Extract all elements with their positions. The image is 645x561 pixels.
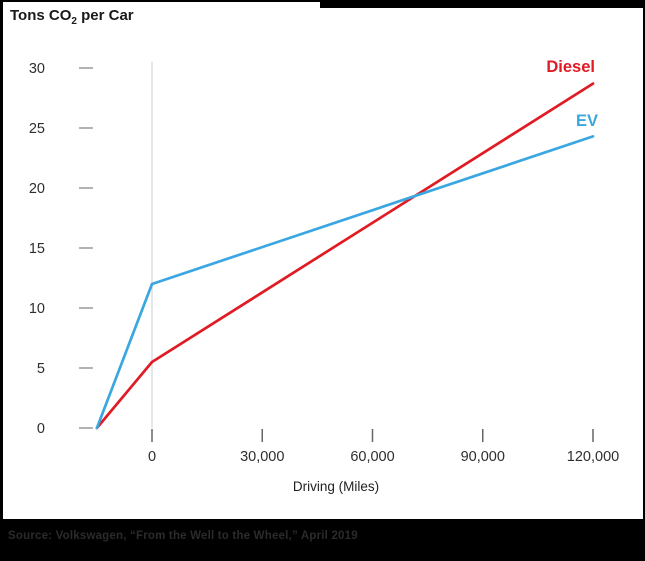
y-tick-label: 30 xyxy=(29,61,45,77)
source-attribution: Source: Volkswagen, “From the Well to th… xyxy=(8,530,358,542)
y-tick-label: 15 xyxy=(29,241,45,257)
chart-title-subscript: 2 xyxy=(71,16,77,27)
diesel-series-label: Diesel xyxy=(546,58,595,76)
y-tick-label: 25 xyxy=(29,121,45,137)
x-tick-label: 0 xyxy=(148,449,156,465)
x-tick-label: 60,000 xyxy=(350,449,394,465)
series-line-ev xyxy=(95,135,595,430)
y-tick-label: 10 xyxy=(29,301,45,317)
y-tick-label: 0 xyxy=(37,421,45,437)
co2-line-chart: 0 5 10 15 20 25 30 0 30,000 60,000 90,000 120,000 xyxy=(29,61,619,465)
chart-title-prefix: Tons CO xyxy=(10,7,72,24)
series-line-diesel xyxy=(95,82,595,430)
frame-border-right xyxy=(643,0,645,561)
ev-series-label: EV xyxy=(575,112,598,130)
y-tick-label: 5 xyxy=(37,361,45,377)
x-axis-title: Driving (Miles) xyxy=(292,479,380,494)
bottom-source-bar: Source: Volkswagen, “From the Well to th… xyxy=(0,519,645,561)
y-tick-label: 20 xyxy=(29,181,45,197)
frame-border-top-bar xyxy=(320,0,645,8)
frame-border-left xyxy=(0,0,3,561)
x-tick-label: 90,000 xyxy=(461,449,505,465)
chart-title-suffix: per Car xyxy=(76,7,134,24)
chart-title: Tons CO2 per Car xyxy=(10,7,134,27)
x-tick-label: 30,000 xyxy=(240,449,284,465)
x-tick-label: 120,000 xyxy=(567,449,619,465)
